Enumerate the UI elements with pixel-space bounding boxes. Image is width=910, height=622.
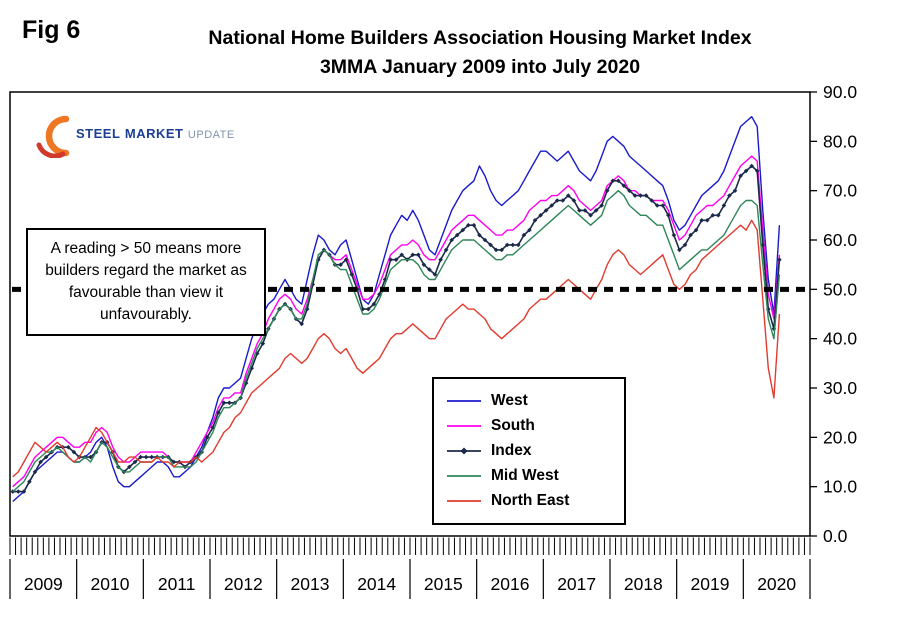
legend-label-west: West (491, 392, 528, 409)
smu-logo-swoosh-icon (36, 115, 70, 158)
x-axis-year-label: 2014 (357, 574, 396, 594)
reading-annotation-text: A reading > 50 means more builders regar… (45, 240, 247, 323)
x-axis-year-label: 2009 (24, 574, 63, 594)
x-axis-year-label: 2020 (757, 574, 796, 594)
y-axis-tick-label: 10.0 (823, 477, 857, 497)
figure-number: Fig 6 (22, 16, 81, 44)
y-axis-tick-label: 40.0 (823, 329, 857, 349)
series-line-north-east (12, 219, 781, 478)
series-line-west (12, 115, 781, 503)
smu-logo-steel: STEEL (76, 126, 121, 141)
y-axis-tick-label: 80.0 (823, 131, 857, 151)
y-axis-tick-label: 50.0 (823, 279, 857, 299)
y-axis-tick-label: 0.0 (823, 526, 848, 546)
smu-logo: STEEL MARKET UPDATE (30, 112, 234, 158)
y-axis-tick-label: 20.0 (823, 427, 857, 447)
legend-items: West South Index Mid West North East (446, 389, 612, 513)
x-axis-year-label: 2011 (158, 574, 196, 594)
legend-label-index: Index (491, 442, 532, 459)
legend-swatch-north-east (447, 500, 481, 502)
legend-label-south: South (491, 417, 535, 434)
chart-title-line1: National Home Builders Association Housi… (208, 27, 752, 49)
smu-logo-market: MARKET (124, 126, 184, 141)
legend-item-west: West (446, 389, 612, 413)
legend: West South Index Mid West North East (432, 377, 626, 525)
y-axis-tick-label: 60.0 (823, 230, 857, 250)
legend-swatch-mid-west (447, 475, 481, 477)
legend-swatch-south (447, 425, 481, 427)
legend-swatch-west (447, 400, 481, 402)
legend-item-south: South (446, 414, 612, 438)
legend-item-north-east: North East (446, 489, 612, 513)
x-axis-year-label: 2010 (91, 574, 130, 594)
smu-logo-update: UPDATE (187, 129, 235, 141)
y-axis-tick-label: 70.0 (823, 181, 857, 201)
smu-logo-text: STEEL MARKET UPDATE (76, 125, 235, 143)
x-axis-year-label: 2012 (224, 574, 263, 594)
x-axis-year-label: 2017 (557, 574, 596, 594)
x-axis-year-label: 2015 (424, 574, 463, 594)
y-axis-tick-label: 30.0 (823, 378, 857, 398)
x-axis-year-label: 2018 (624, 574, 663, 594)
legend-item-index: Index (446, 439, 612, 463)
reading-annotation-box: A reading > 50 means more builders regar… (26, 228, 266, 336)
x-axis-year-label: 2013 (291, 574, 330, 594)
legend-label-north-east: North East (491, 492, 570, 509)
legend-item-mid-west: Mid West (446, 464, 612, 488)
chart-title-line2: 3MMA January 2009 into July 2020 (319, 56, 641, 78)
x-axis-year-label: 2016 (491, 574, 530, 594)
legend-label-mid-west: Mid West (491, 467, 559, 484)
chart-title: National Home Builders Association Housi… (120, 24, 840, 82)
x-axis-year-label: 2019 (691, 574, 730, 594)
plot-frame (9, 91, 811, 537)
y-axis-tick-label: 90.0 (823, 82, 857, 102)
legend-swatch-index (447, 447, 481, 455)
